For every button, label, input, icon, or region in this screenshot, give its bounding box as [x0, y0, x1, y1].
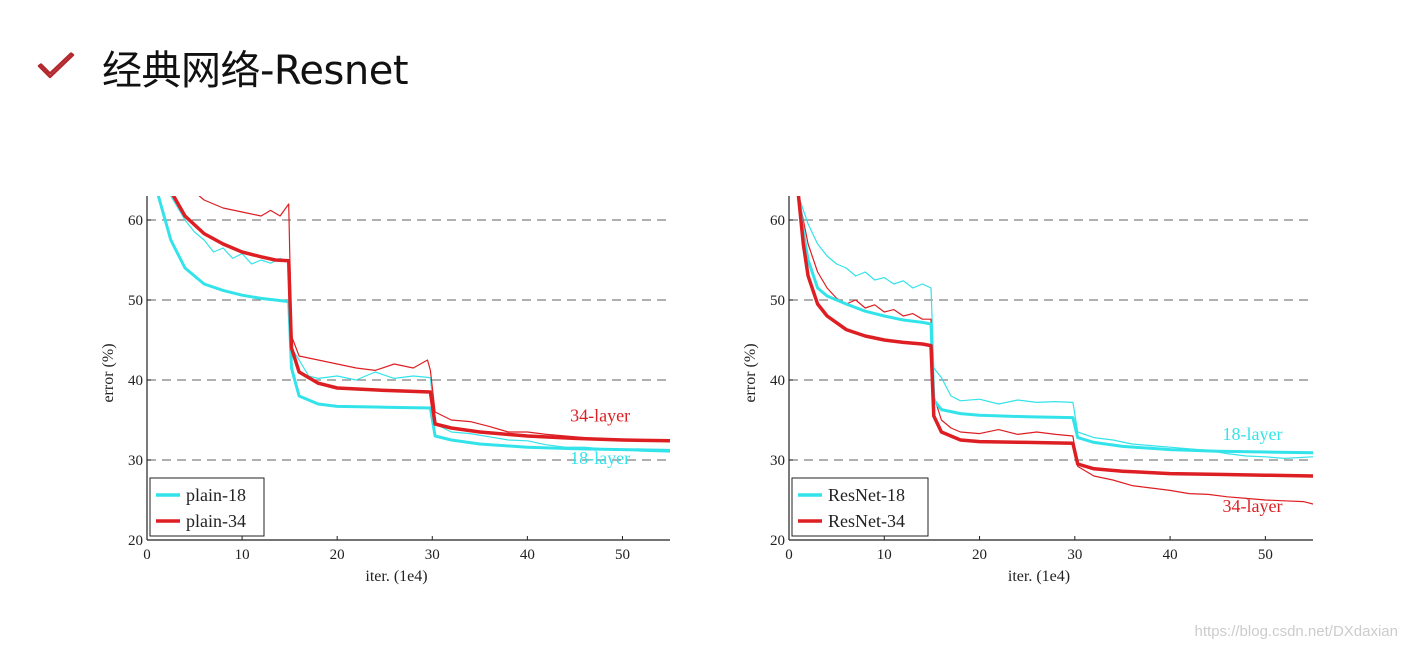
x-tick-label: 20 — [972, 547, 987, 563]
x-tick-label: 0 — [785, 547, 793, 563]
annotation-label: 34-layer — [570, 406, 630, 426]
x-tick-label: 0 — [143, 547, 151, 563]
x-axis-label: iter. (1e4) — [1008, 568, 1070, 585]
x-tick-label: 10 — [235, 547, 250, 563]
x-tick-label: 40 — [1163, 547, 1178, 563]
y-axis-label: error (%) — [742, 343, 759, 402]
y-tick-label: 40 — [770, 373, 785, 389]
series-line-thin — [198, 196, 670, 443]
annotation-label: 34-layer — [1222, 496, 1282, 516]
watermark: https://blog.csdn.net/DXdaxian — [1194, 623, 1398, 640]
series-line-thin — [797, 196, 1313, 505]
legend-label: ResNet-18 — [828, 485, 905, 505]
x-axis-label: iter. (1e4) — [365, 568, 427, 585]
legend-label: plain-34 — [186, 511, 246, 531]
legend-label: ResNet-34 — [828, 511, 905, 531]
y-tick-label: 60 — [128, 213, 143, 229]
annotation-label: 18-layer — [570, 448, 630, 468]
y-tick-label: 50 — [128, 293, 143, 309]
slide-header: 经典网络-Resnet — [36, 38, 409, 96]
legend-label: plain-18 — [186, 485, 246, 505]
x-tick-label: 50 — [1258, 547, 1273, 563]
x-tick-label: 10 — [877, 547, 892, 563]
y-tick-label: 30 — [128, 453, 143, 469]
legend-box — [149, 477, 265, 537]
y-tick-label: 20 — [128, 533, 143, 549]
y-tick-label: 20 — [770, 533, 785, 549]
series-group — [156, 196, 670, 453]
check-icon — [37, 52, 75, 79]
y-tick-label: 30 — [770, 453, 785, 469]
series-line-thin — [170, 196, 670, 453]
slide-title: 经典网络-Resnet — [102, 48, 409, 94]
y-tick-label: 60 — [770, 213, 785, 229]
annotation-label: 18-layer — [1222, 424, 1282, 444]
y-axis-label: error (%) — [100, 343, 117, 402]
series-line-plain-18 — [156, 196, 670, 452]
x-tick-label: 20 — [330, 547, 345, 563]
series-line-thin — [797, 196, 1313, 459]
series-line-resnet-18 — [797, 196, 1313, 455]
x-tick-label: 30 — [1067, 547, 1082, 563]
x-tick-label: 40 — [520, 547, 535, 563]
legend-box — [791, 477, 929, 537]
series-line-plain-34 — [171, 196, 670, 443]
y-tick-label: 50 — [770, 293, 785, 309]
x-tick-label: 50 — [615, 547, 630, 563]
series-line-resnet-34 — [796, 196, 1313, 478]
y-tick-label: 40 — [128, 373, 143, 389]
x-tick-label: 30 — [425, 547, 440, 563]
series-group — [796, 196, 1313, 505]
